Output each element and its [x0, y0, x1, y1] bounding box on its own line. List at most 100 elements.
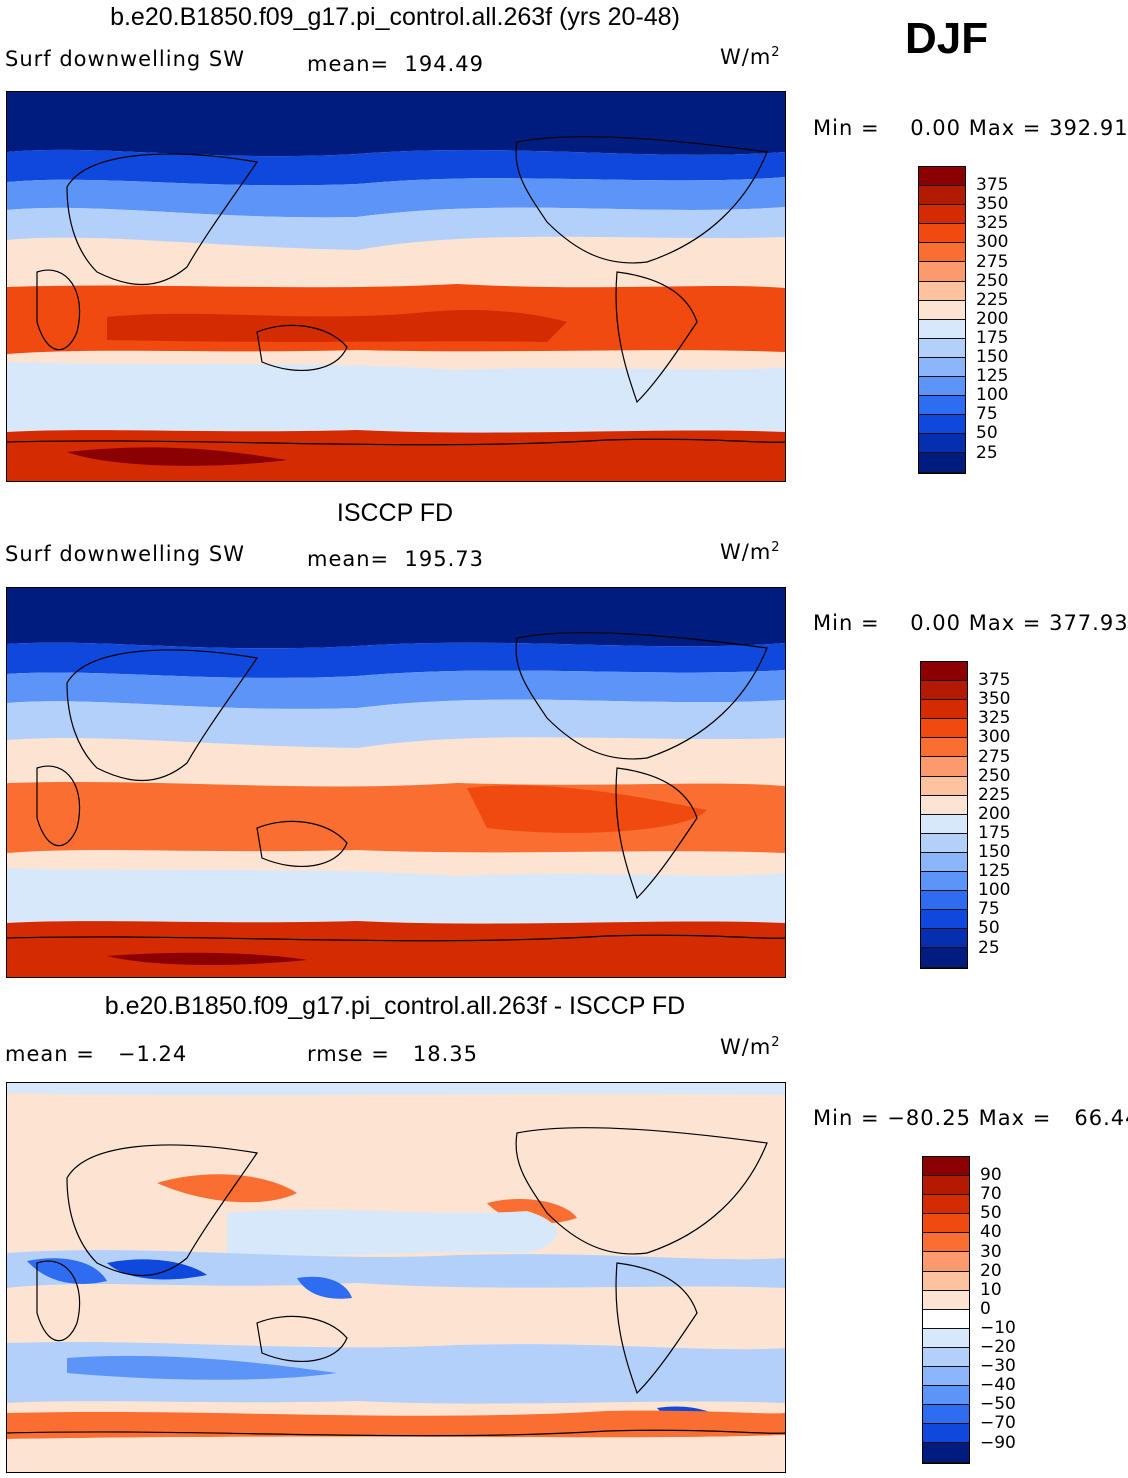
colorbar-swatch: [919, 453, 965, 473]
colorbar-tick-label: 350: [978, 689, 1011, 710]
colorbar-tick-label: −10: [980, 1317, 1016, 1338]
colorbar-swatch: [923, 1157, 969, 1177]
panel-2-title: ISCCP FD: [336, 499, 454, 527]
colorbar-swatches: [918, 166, 966, 474]
colorbar-swatch: [919, 377, 965, 397]
colorbar-tick-label: 40: [980, 1222, 1002, 1243]
colorbar-tick-label: 20: [980, 1260, 1002, 1281]
colorbar-swatch: [921, 872, 967, 892]
colorbar-swatch: [919, 224, 965, 244]
colorbar-tick-label: −90: [980, 1432, 1016, 1453]
panel-1-variable-label: Surf downwelling SW: [5, 47, 246, 71]
panel-2-map: [6, 587, 786, 978]
colorbar-swatch: [921, 757, 967, 777]
colorbar-tick-label: 375: [978, 670, 1011, 691]
colorbar-swatch: [923, 1214, 969, 1234]
colorbar-swatch: [923, 1367, 969, 1387]
colorbar-tick-label: 50: [980, 1203, 1002, 1224]
colorbar-swatch: [919, 262, 965, 282]
panel-3-mean-label: mean =: [5, 1042, 95, 1066]
colorbar-tick-label: −70: [980, 1413, 1016, 1434]
panel-2-min-max: Min = 0.00 Max = 377.93: [813, 611, 1128, 635]
colorbar-swatch: [921, 795, 967, 815]
panel-1-max-label: Max =: [968, 116, 1042, 140]
panel-2-contour-field: [7, 588, 785, 977]
colorbar-swatch: [919, 434, 965, 454]
panel-2-mean: mean= 195.73: [307, 547, 484, 571]
colorbar-tick-label: 325: [978, 708, 1011, 729]
colorbar-swatch: [921, 738, 967, 758]
colorbar-tick-label: 100: [976, 385, 1009, 406]
panel-3-mean-value: −1.24: [117, 1042, 188, 1066]
colorbar-tick-label: 375: [976, 175, 1009, 196]
colorbar-swatch: [923, 1195, 969, 1215]
colorbar-swatch: [921, 852, 967, 873]
colorbar-swatch: [921, 700, 967, 720]
panel-2-units: W/m2: [720, 540, 781, 564]
panel-3-min-label: Min =: [813, 1106, 880, 1130]
colorbar-swatches: [922, 1156, 970, 1464]
panel-3-map: [6, 1082, 786, 1473]
panel-1-mean: mean= 194.49: [307, 52, 484, 76]
colorbar-swatch: [919, 167, 965, 187]
panel-2-min-label: Min =: [813, 611, 880, 635]
panel-3-title: b.e20.B1850.f09_g17.pi_control.all.263f …: [104, 992, 686, 1020]
colorbar-swatch: [919, 281, 965, 301]
colorbar-tick-label: 225: [978, 784, 1011, 805]
colorbar-swatch: [921, 814, 967, 834]
colorbar-swatch: [923, 1405, 969, 1425]
colorbar-swatch: [923, 1252, 969, 1272]
panel-1-min-max: Min = 0.00 Max = 392.91: [813, 116, 1128, 140]
panel-1-contour-field: [7, 92, 785, 481]
colorbar-swatch: [921, 910, 967, 930]
colorbar-tick-label: 50: [976, 423, 998, 444]
colorbar-tick-label: 125: [976, 366, 1009, 387]
colorbar-swatch: [923, 1233, 969, 1253]
colorbar-swatch: [921, 681, 967, 701]
panel-2-max-label: Max =: [968, 611, 1042, 635]
colorbar-swatch: [919, 319, 965, 339]
panel-2-mean-value: 195.73: [404, 547, 484, 571]
colorbar-swatch: [921, 662, 967, 682]
colorbar-tick-label: 250: [978, 765, 1011, 786]
colorbar-swatch: [919, 186, 965, 206]
colorbar-tick-label: 250: [976, 270, 1009, 291]
panel-3-rmse-value: 18.35: [412, 1042, 479, 1066]
colorbar-tick-label: −50: [980, 1394, 1016, 1415]
colorbar-tick-label: 175: [976, 327, 1009, 348]
colorbar-tick-label: 0: [980, 1298, 991, 1319]
colorbar-swatch: [923, 1386, 969, 1406]
panel-1-mean-label: mean=: [307, 52, 390, 76]
colorbar-tick-label: 350: [976, 194, 1009, 215]
colorbar-tick-label: 70: [980, 1184, 1002, 1205]
colorbar-tick-label: 25: [976, 442, 998, 463]
colorbar-swatch: [923, 1176, 969, 1196]
panel-3-min-value: −80.25: [887, 1106, 971, 1130]
colorbar-swatches: [920, 661, 968, 969]
panel-2-max-value: 377.93: [1049, 611, 1128, 635]
panel-2-min-value: 0.00: [910, 611, 962, 635]
colorbar-tick-label: 275: [976, 251, 1009, 272]
colorbar-swatch: [921, 776, 967, 796]
colorbar-swatch: [919, 357, 965, 378]
colorbar-tick-label: 50: [978, 918, 1000, 939]
panel-3-max-label: Max =: [978, 1106, 1052, 1130]
panel-1-map: [6, 91, 786, 482]
panel-2-mean-label: mean=: [307, 547, 390, 571]
colorbar-tick-label: 325: [976, 213, 1009, 234]
colorbar-swatch: [919, 243, 965, 263]
panel-1-min-value: 0.00: [910, 116, 962, 140]
colorbar-tick-label: 300: [976, 232, 1009, 253]
colorbar-swatch: [923, 1290, 969, 1310]
colorbar-swatch: [921, 929, 967, 949]
panel-3-contour-field: [7, 1083, 785, 1472]
colorbar-tick-label: 150: [976, 347, 1009, 367]
colorbar-tick-label: 275: [978, 746, 1011, 767]
colorbar-tick-label: 100: [978, 880, 1011, 901]
colorbar-tick-label: 200: [976, 308, 1009, 329]
colorbar-swatch: [921, 833, 967, 853]
colorbar-swatch: [923, 1424, 969, 1444]
colorbar-tick-label: 225: [976, 289, 1009, 310]
colorbar-tick-label: −40: [980, 1375, 1016, 1396]
colorbar-swatch: [921, 948, 967, 968]
